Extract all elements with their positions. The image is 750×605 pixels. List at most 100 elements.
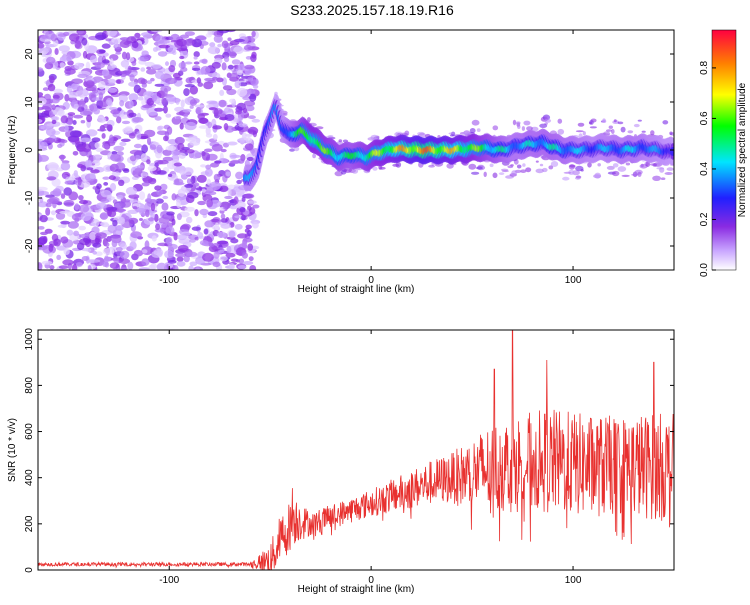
noise-blob (148, 264, 156, 270)
noise-blob (73, 230, 79, 237)
noise-blob (227, 37, 232, 42)
noise-blob (235, 171, 244, 180)
noise-blob (229, 160, 241, 164)
noise-blob (189, 261, 198, 267)
noise-blob (89, 55, 98, 63)
noise-blob (166, 126, 173, 135)
noise-blob (48, 110, 54, 117)
noise-blob (200, 67, 205, 75)
noise-blob (118, 216, 126, 225)
noise-blob (148, 177, 157, 185)
noise-blob (252, 221, 259, 229)
scatter-blob (510, 164, 514, 167)
noise-blob (238, 258, 245, 264)
noise-blob (189, 85, 198, 95)
snr-y-tick-label: 1000 (24, 328, 35, 351)
noise-blob (195, 267, 201, 270)
spectrogram-heatmap (38, 30, 674, 270)
scatter-blob (625, 162, 631, 166)
spectrogram-x-tick-label: -100 (159, 275, 179, 286)
noise-blob (176, 261, 186, 267)
noise-blob (213, 251, 220, 259)
noise-blob (235, 110, 242, 115)
ridge-cell (669, 147, 674, 156)
noise-blob (149, 144, 157, 151)
noise-blob (95, 232, 107, 239)
noise-blob (160, 211, 168, 215)
noise-blob (156, 130, 168, 136)
noise-blob (144, 240, 150, 250)
scatter-blob (641, 130, 646, 133)
noise-blob (62, 31, 70, 36)
noise-blob (175, 97, 180, 105)
noise-blob (57, 143, 63, 148)
noise-blob (176, 256, 184, 263)
noise-blob (132, 117, 144, 123)
noise-blob (188, 265, 194, 270)
noise-blob (116, 79, 121, 84)
noise-blob (60, 154, 65, 162)
noise-blob (222, 85, 233, 91)
noise-blob (180, 67, 188, 72)
noise-blob (70, 83, 78, 90)
noise-blob (206, 199, 214, 208)
noise-blob (95, 202, 107, 209)
scatter-blob (525, 167, 532, 173)
scatter-blob (608, 125, 613, 129)
noise-blob (120, 267, 128, 270)
noise-blob (139, 218, 143, 221)
noise-blob (133, 249, 143, 257)
noise-blob (167, 44, 176, 54)
noise-blob (141, 144, 149, 154)
noise-blob (120, 60, 130, 68)
noise-blob (219, 255, 228, 262)
scatter-blob (660, 177, 666, 180)
noise-blob (165, 61, 169, 66)
noise-blob (79, 137, 91, 143)
noise-blob (141, 249, 148, 254)
scatter-blob (334, 170, 343, 177)
snr-x-tick-label: -100 (159, 575, 179, 586)
snr-y-axis-label: SNR (10 * v/v) (7, 418, 18, 482)
noise-blob (106, 236, 112, 242)
noise-blob (58, 265, 69, 270)
noise-blob (145, 91, 155, 96)
noise-blob (161, 202, 169, 211)
noise-blob (129, 155, 137, 162)
noise-blob (154, 116, 162, 121)
scatter-blob (652, 175, 661, 181)
noise-blob (213, 173, 221, 182)
noise-blob (106, 206, 118, 212)
noise-blob (119, 99, 125, 107)
noise-blob (191, 38, 202, 48)
noise-blob (224, 195, 233, 200)
spectrogram-x-axis-label: Height of straight line (km) (298, 284, 415, 295)
noise-blob (217, 43, 222, 48)
noise-blob (109, 183, 117, 192)
noise-blob (119, 141, 127, 147)
noise-blob (85, 61, 91, 70)
noise-blob (167, 243, 178, 250)
noise-blob (119, 39, 131, 48)
noise-blob (95, 148, 103, 152)
noise-blob (57, 108, 65, 117)
noise-blob (155, 198, 164, 204)
noise-blob (107, 87, 118, 93)
noise-blob (193, 61, 200, 65)
scatter-blob (540, 155, 547, 159)
noise-blob (150, 30, 163, 33)
noise-blob (91, 137, 101, 143)
noise-blob (111, 171, 121, 176)
scatter-blob (575, 176, 581, 180)
noise-blob (147, 193, 152, 203)
noise-blob (113, 145, 125, 152)
noise-blob (205, 126, 211, 136)
noise-blob (150, 202, 156, 212)
noise-blob (226, 88, 237, 96)
noise-blob (90, 169, 100, 174)
noise-blob (245, 105, 255, 112)
noise-blob (86, 114, 93, 123)
scatter-blob (521, 126, 526, 131)
noise-blob (38, 97, 47, 106)
snr-series-line (38, 330, 674, 570)
